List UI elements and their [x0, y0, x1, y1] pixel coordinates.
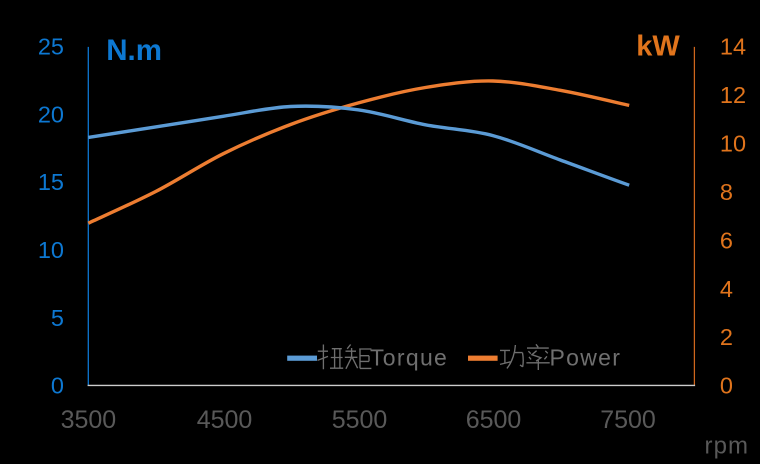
svg-text:20: 20: [38, 101, 64, 127]
svg-text:15: 15: [38, 169, 64, 195]
svg-text:10: 10: [38, 237, 64, 263]
svg-text:7500: 7500: [600, 406, 656, 434]
svg-text:6500: 6500: [466, 406, 522, 434]
svg-text:2: 2: [720, 324, 733, 350]
svg-text:14: 14: [720, 34, 746, 60]
svg-text:6: 6: [720, 227, 733, 253]
svg-text:kW: kW: [636, 30, 680, 62]
svg-text:12: 12: [720, 82, 746, 108]
svg-text:8: 8: [720, 179, 733, 205]
svg-text:0: 0: [720, 373, 733, 399]
svg-text:25: 25: [38, 34, 64, 60]
svg-text:5: 5: [51, 305, 64, 331]
svg-text:4500: 4500: [197, 406, 253, 434]
svg-text:0: 0: [51, 373, 64, 399]
svg-text:Power: Power: [550, 345, 622, 371]
svg-text:4: 4: [720, 276, 733, 302]
svg-text:rpm: rpm: [705, 433, 750, 460]
svg-text:10: 10: [720, 131, 746, 157]
svg-text:Torque: Torque: [370, 345, 448, 371]
svg-text:N.m: N.m: [106, 34, 162, 67]
svg-text:3500: 3500: [61, 406, 117, 434]
svg-text:5500: 5500: [332, 406, 388, 434]
